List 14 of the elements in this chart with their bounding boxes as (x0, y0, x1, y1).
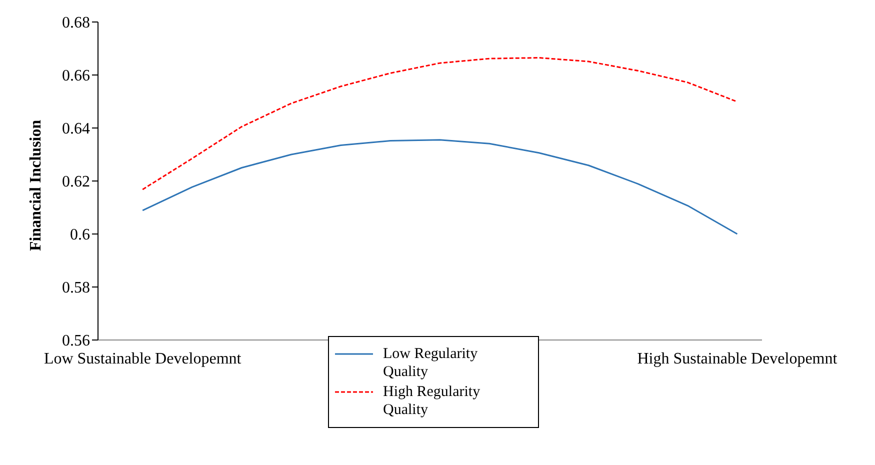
legend-label: High Regularity Quality (383, 383, 482, 419)
y-tick-label: 0.56 (62, 332, 90, 350)
y-tick-label: 0.6 (70, 226, 90, 244)
x-tick-label: High Sustainable Developemnt (637, 350, 838, 368)
y-tick-label: 0.68 (62, 14, 90, 32)
y-axis-title: Financial Inclusion (28, 120, 45, 251)
y-tick-label: 0.66 (62, 68, 90, 85)
y-tick-label: 0.58 (62, 280, 90, 297)
y-tick-label: 0.64 (62, 120, 90, 138)
line-series (142, 57, 738, 190)
x-tick-label: Low Sustainable Developemnt (44, 350, 242, 368)
line-series (142, 139, 738, 235)
y-tick-label: 0.62 (62, 174, 90, 191)
legend-label: Low Regularity Quality (383, 345, 479, 381)
